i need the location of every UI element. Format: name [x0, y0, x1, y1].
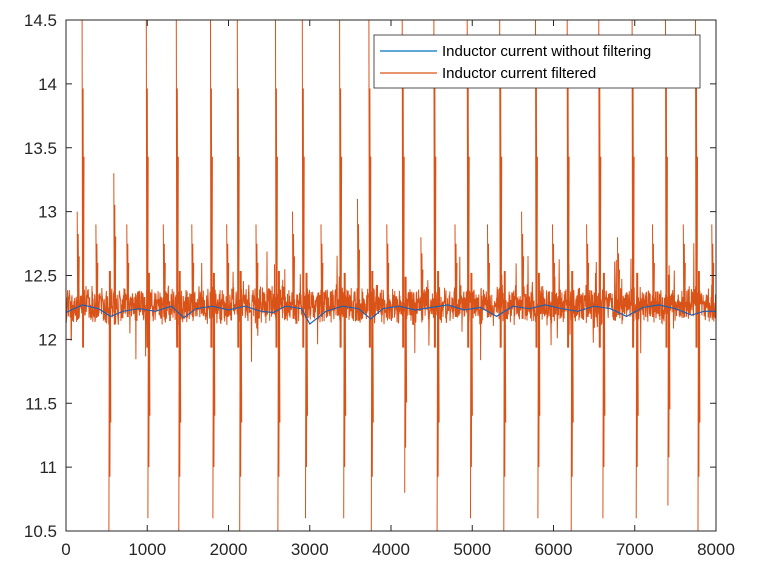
series-filtered-spike — [212, 272, 216, 519]
x-tick-label: 1000 — [128, 540, 166, 559]
series-filtered-spike — [370, 270, 374, 531]
series-filtered-spike — [566, 20, 570, 348]
series-filtered-spike — [552, 224, 555, 318]
series-filtered-spike — [602, 272, 606, 519]
x-tick-label: 7000 — [616, 540, 654, 559]
legend-box — [373, 34, 701, 89]
y-tick-label: 12 — [38, 330, 57, 349]
x-tick-label: 5000 — [453, 540, 491, 559]
series-filtered-spike — [454, 224, 458, 318]
series-filtered-spike — [487, 224, 490, 318]
series-filtered-spike — [126, 224, 130, 318]
series-layer — [66, 20, 716, 531]
series-filtered-spike — [537, 272, 541, 519]
plot-area — [66, 20, 716, 531]
y-tick-label: 14 — [38, 75, 57, 94]
y-tick-label: 14.5 — [24, 11, 57, 30]
series-filtered-spike — [210, 20, 213, 348]
x-tick-label: 2000 — [210, 540, 248, 559]
series-filtered-spike — [277, 270, 281, 531]
series-filtered-spike — [147, 272, 151, 519]
series-filtered-spike — [631, 20, 635, 348]
legend-label-without-filtering: Inductor current without filtering — [442, 43, 651, 60]
series-filtered-spike — [162, 224, 166, 318]
series-filtered-spike — [535, 20, 538, 348]
series-filtered-spike — [470, 272, 473, 519]
series-filtered-spike — [617, 237, 620, 316]
series-filtered-spike — [292, 211, 295, 319]
x-tick-label: 6000 — [535, 540, 573, 559]
series-filtered-spike — [343, 272, 347, 519]
series-filtered-spike — [521, 211, 525, 319]
series-filtered-spike — [145, 20, 149, 348]
axis-ticks: 0 1000 2000 3000 4000 5000 6000 7000 8000 10.5 11 1… — [24, 11, 735, 559]
series-filtered-spike — [81, 20, 85, 348]
series-filtered-spike — [175, 20, 179, 348]
series-filtered-spike — [667, 274, 671, 506]
x-tick-label: 4000 — [372, 540, 410, 559]
series-filtered-spike — [401, 20, 405, 348]
series-filtered-spike — [635, 272, 639, 519]
series-filtered-spike — [320, 224, 324, 318]
series-filtered-spike — [178, 270, 182, 531]
x-tick-label: 3000 — [291, 540, 329, 559]
y-tick-label: 11 — [39, 458, 57, 477]
series-filtered-spike — [695, 20, 698, 348]
series-filtered-spike — [255, 224, 259, 318]
series-filtered-spike — [113, 173, 117, 325]
series-filtered-spike — [665, 20, 668, 348]
series-filtered-spike — [275, 20, 278, 348]
x-tick-label: 0 — [61, 540, 70, 559]
series-without-filtering-overlay — [66, 304, 716, 325]
series-filtered-spike — [239, 270, 243, 531]
series-filtered-spike — [598, 20, 602, 348]
series-filtered-band — [66, 243, 716, 362]
series-filtered-spike — [236, 20, 240, 348]
series-filtered-spike — [339, 20, 343, 348]
series-filtered-spike — [301, 20, 305, 348]
y-tick-label: 12.5 — [24, 267, 57, 286]
x-tick-label: 8000 — [697, 540, 735, 559]
series-filtered-spike — [191, 224, 195, 318]
series-filtered-spike — [433, 20, 437, 348]
series-filtered-spike — [436, 270, 440, 531]
series-filtered-spike — [226, 224, 230, 318]
series-filtered-spike — [357, 198, 360, 321]
series-filtered-spike — [368, 20, 372, 348]
legend-label-filtered: Inductor current filtered — [442, 65, 596, 82]
y-tick-label: 11.5 — [25, 394, 57, 413]
series-filtered-spike — [586, 224, 590, 318]
series-filtered-spike — [503, 270, 507, 531]
series-filtered-spike — [697, 270, 701, 531]
series-filtered-spike — [570, 270, 574, 531]
legend: Inductor current without filtering Induc… — [373, 34, 701, 89]
series-filtered-spike — [95, 224, 99, 318]
series-filtered-spike — [499, 20, 503, 348]
series-filtered-spike — [420, 237, 424, 316]
y-tick-label: 13 — [38, 203, 57, 222]
series-filtered-spike — [386, 224, 390, 318]
series-filtered-spike — [711, 224, 715, 318]
series-filtered-spike — [305, 272, 308, 519]
y-tick-label: 10.5 — [24, 522, 57, 541]
series-filtered-spike — [108, 270, 112, 531]
y-tick-label: 13.5 — [24, 139, 57, 158]
series-filtered-spike — [466, 20, 470, 348]
series-filtered-spike — [652, 224, 655, 318]
series-filtered-spike — [404, 276, 408, 493]
series-filtered-spike — [682, 224, 686, 318]
series-filtered-spike — [76, 211, 80, 319]
